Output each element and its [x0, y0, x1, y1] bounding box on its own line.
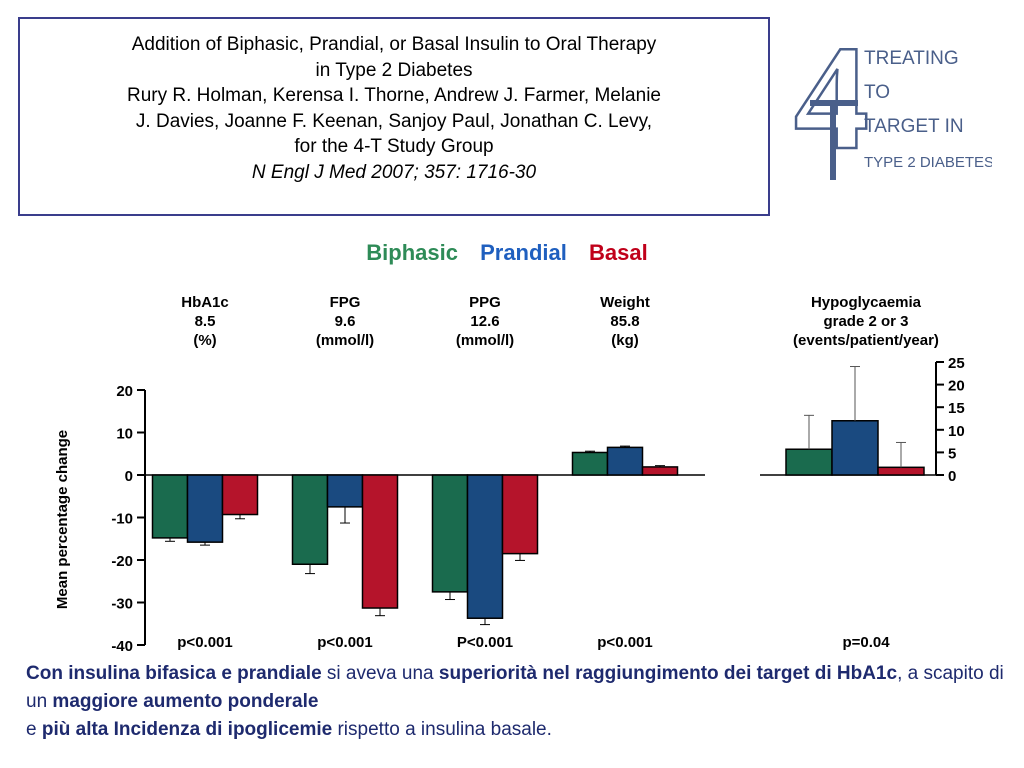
main-y-tick-label: 0 [125, 468, 133, 485]
conclusion-part1-bold: Con insulina bifasica e prandiale [26, 663, 322, 684]
hypo-y-tick-label: 25 [948, 355, 965, 372]
hypo-y-tick-label: 0 [948, 468, 956, 485]
hypo-bar-basal [877, 466, 925, 476]
hypo-title-line1: Hypoglycaemia [811, 294, 922, 311]
category-label-line1: FPG [330, 294, 361, 311]
bar-prandial [466, 474, 504, 619]
citation-journal: N Engl J Med 2007; 357: 1716-30 [251, 161, 537, 183]
bar-basal [501, 474, 539, 555]
category-label-line2: 85.8 [610, 313, 639, 330]
citation-authors-line2: J. Davies, Joanne F. Keenan, Sanjoy Paul… [135, 110, 653, 132]
conclusion-part4-tail: rispetto a insulina basale. [332, 719, 552, 740]
main-y-tick-label: -30 [111, 596, 133, 613]
category-label-line1: HbA1c [181, 294, 229, 311]
bar-biphasic [291, 474, 329, 565]
bar-basal [641, 466, 679, 476]
4t-logo: 4 TREATING TO TARGET IN TYPE 2 DIABETES [793, 30, 992, 182]
category-label-line3: (mmol/l) [456, 332, 514, 349]
bar-biphasic [151, 474, 189, 539]
hypo-y-tick-label: 15 [948, 400, 965, 417]
citation-authors-line3: for the 4-T Study Group [294, 136, 494, 157]
category-label-line2: 9.6 [335, 313, 356, 330]
hypo-y-tick-label: 20 [948, 378, 965, 395]
hypo-pvalue: p=0.04 [842, 634, 890, 651]
bar-biphasic [431, 474, 469, 593]
hypo-title-line2: grade 2 or 3 [823, 313, 908, 330]
main-y-tick-label: -20 [111, 553, 133, 570]
category-label-line3: (%) [193, 332, 216, 349]
logo-line4: TYPE 2 DIABETES [864, 154, 992, 171]
category-pvalue: p<0.001 [317, 634, 372, 651]
legend-basal: Basal [589, 240, 648, 265]
legend-prandial: Prandial [480, 240, 567, 265]
logo-line3: TARGET IN [864, 116, 964, 137]
hypo-title-line3: (events/patient/year) [793, 332, 939, 349]
main-y-tick-label: -10 [111, 511, 133, 528]
hypo-y-tick-label: 5 [948, 445, 956, 462]
bar-basal [361, 474, 399, 609]
hypo-y-tick-label: 10 [948, 423, 965, 440]
legend-biphasic: Biphasic [366, 240, 458, 265]
bar-prandial [326, 474, 364, 508]
category-pvalue: P<0.001 [457, 634, 513, 651]
logo-line1: TREATING [864, 48, 959, 69]
category-pvalue: p<0.001 [597, 634, 652, 651]
bar-prandial [606, 446, 644, 476]
conclusion-part4-bold: più alta Incidenza di ipoglicemie [41, 719, 333, 740]
logo-line2: TO [864, 82, 890, 103]
citation-box: Addition of Biphasic, Prandial, or Basal… [18, 17, 770, 216]
citation-title-line2: in Type 2 Diabetes [315, 59, 473, 81]
category-label-line3: (mmol/l) [316, 332, 374, 349]
bar-prandial [186, 474, 224, 543]
legend: Biphasic Prandial Basal [0, 240, 1014, 266]
conclusion-part1: si aveva una [321, 663, 439, 684]
main-y-tick-label: 10 [116, 426, 133, 443]
main-y-axis-label: Mean percentage change [54, 430, 71, 609]
category-label-line2: 8.5 [195, 313, 216, 330]
category-label-line2: 12.6 [470, 313, 499, 330]
conclusion-text: Con insulina bifasica e prandiale si ave… [26, 660, 1006, 744]
category-pvalue: p<0.001 [177, 634, 232, 651]
main-y-tick-label: -40 [111, 638, 133, 655]
category-label-line3: (kg) [611, 332, 639, 349]
conclusion-part4: e [26, 719, 42, 740]
category-label-line1: Weight [600, 294, 650, 311]
conclusion-part2: , a scapito di un [26, 663, 1004, 712]
bar-biphasic [571, 451, 609, 476]
conclusion-part2-bold: superiorità nel raggiungimento dei targe… [438, 663, 898, 684]
conclusion-part3-bold: maggiore aumento ponderale [52, 691, 319, 712]
main-y-tick-label: 20 [116, 383, 133, 400]
citation-title-line1: Addition of Biphasic, Prandial, or Basal… [131, 34, 657, 55]
category-label-line1: PPG [469, 294, 501, 311]
citation-authors-line1: Rury R. Holman, Kerensa I. Thorne, Andre… [127, 85, 661, 106]
hypo-bar-prandial [831, 420, 879, 476]
outcomes-chart: 20 10 0 -10 -20 -30 -40 Mean percentage change H… [54, 294, 965, 655]
hypo-bar-biphasic [785, 448, 833, 476]
bar-basal [221, 474, 259, 516]
